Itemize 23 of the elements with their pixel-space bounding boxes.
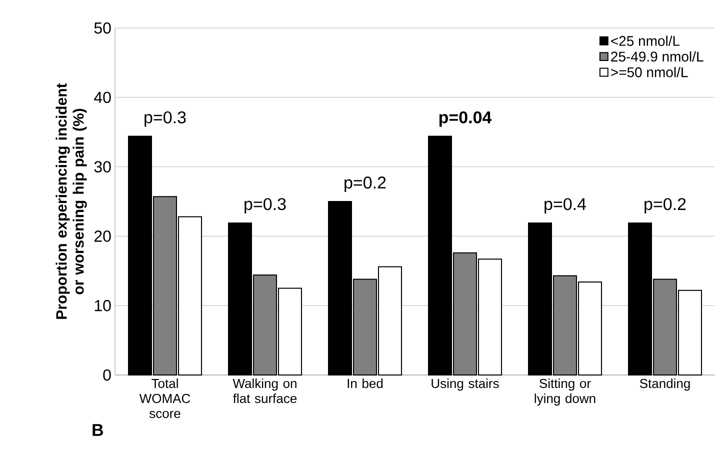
annotation: p=0.3 [244, 198, 286, 214]
legend-label: >=50 nmol/L [611, 66, 688, 78]
y-tick-label: 10 [94, 300, 111, 312]
x-tick-label: Walking on flat surface [232, 378, 297, 404]
y-tick-label: 0 [103, 369, 111, 381]
x-tick-label: In bed [348, 378, 383, 388]
annotation: p=0.04 [439, 111, 492, 127]
x-tick-label: Total WOMAC score [139, 378, 190, 418]
x-tick-label: Sitting or lying down [534, 378, 596, 406]
y-tick-label: 20 [94, 230, 111, 242]
x-tick-label: Using stairs [432, 378, 499, 391]
y-tick-label: 50 [94, 22, 111, 34]
y-tick-label: 30 [94, 161, 111, 172]
x-tick-label: Standing [640, 378, 690, 391]
y-axis-title: Proportion experiencing incident or worsening hip pain (%) [56, 83, 87, 319]
text: B [92, 424, 104, 436]
legend-label: <25 nmol/L [611, 36, 680, 46]
annotation: p=0.3 [144, 111, 186, 127]
annotation: p=0.4 [544, 198, 586, 214]
annotation: p=0.2 [644, 198, 686, 214]
legend-label: 25-49.9 nmol/L [611, 51, 704, 62]
y-tick-label: 40 [94, 92, 111, 104]
annotation: p=0.2 [344, 176, 386, 192]
